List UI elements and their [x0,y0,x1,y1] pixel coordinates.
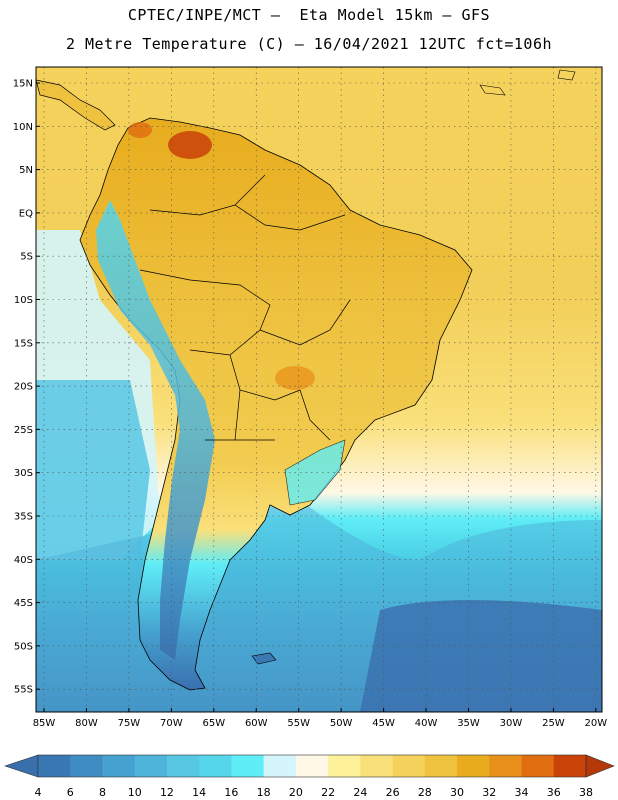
longitude-label: 60W [245,718,268,729]
colorbar-swatch [263,755,297,777]
colorbar-swatch [295,755,329,777]
longitude-label: 30W [500,718,523,729]
colorbar-label: 16 [224,786,238,799]
pacific-cold-band [36,380,150,560]
latitude-label: 15N [13,79,33,90]
colorbar-label: 24 [353,786,367,799]
colorbar-label: 22 [321,786,335,799]
colorbar-swatch [392,755,426,777]
colorbar-label: 20 [289,786,303,799]
colorbar-swatch [231,755,265,777]
colorbar-label: 14 [192,786,206,799]
latitude-label: 55S [14,685,33,696]
colorbar-swatch [360,755,393,777]
colorbar-swatch [166,755,200,777]
colorbar-label: 26 [386,786,400,799]
colorbar-legend: 4 6 8 10 12 14 16 18 20 22 24 26 28 30 32 34 36 38 [4,754,615,799]
colorbar-low-arrow [4,754,39,778]
colorbar-high-arrow [585,754,615,778]
latitude-label: 50S [14,641,33,652]
colorbar-swatch [38,755,71,777]
map-title-line-2: 2 Metre Temperature (C) – 16/04/2021 12U… [65,35,553,53]
longitude-label: 75W [118,718,141,729]
hot-spot-venezuela [168,131,212,159]
latitude-label: 10N [13,122,33,133]
map-title-line-1: CPTEC/INPE/MCT – Eta Model 15km – GFS [127,6,491,24]
andes-cold-spine [96,200,215,660]
colorbar-swatch [134,755,168,777]
latitude-label: 40S [14,555,33,566]
colorbar-label: 12 [160,786,174,799]
central-america-land [36,79,116,131]
latitude-label: 35S [14,512,33,523]
colorbar-label: 28 [418,786,432,799]
map-field [36,67,602,712]
latitude-label: 5N [19,165,33,176]
colorbar-swatch [457,755,490,777]
colorbar-label: 18 [257,786,271,799]
latitude-label: 45S [14,598,33,609]
longitude-label: 65W [202,718,225,729]
latitude-label: 15S [14,338,33,349]
longitude-axis: 85W 80W 75W 70W 65W 60W 55W 50W 45W 40W 35W 30W 25W 2… [33,708,608,729]
colorbar-label: 32 [482,786,496,799]
latitude-label: EQ [19,208,33,219]
colorbar-swatch [102,755,136,777]
longitude-label: 70W [160,718,183,729]
map-frame [35,66,603,713]
latitude-label: 20S [14,382,33,393]
caribbean-island [557,69,576,81]
colorbar-swatch [199,755,232,777]
latitude-label: 25S [14,425,33,436]
longitude-label: 20W [585,718,608,729]
colorbar-swatch [70,755,103,777]
latitude-label: 30S [14,468,33,479]
colorbar-swatch [553,755,587,777]
longitude-label: 50W [330,718,353,729]
colorbar-label: 8 [99,786,106,799]
colorbar-swatch [424,755,458,777]
longitude-label: 85W [33,718,56,729]
hot-spot-colombia [128,122,152,138]
colorbar-swatch [489,755,522,777]
latitude-label: 10S [14,295,33,306]
longitude-label: 80W [75,718,98,729]
colorbar-swatch [328,755,361,777]
latitude-label: 5S [20,252,33,263]
longitude-label: 25W [542,718,565,729]
southern-ocean-coldest [360,600,602,712]
country-borders [139,174,351,441]
uruguay-cool-patch [284,439,346,506]
caribbean-island [479,84,506,96]
colorbar-outline [37,754,587,778]
colorbar-label: 6 [67,786,74,799]
longitude-label: 55W [287,718,310,729]
colorbar-label: 34 [515,786,529,799]
longitude-label: 45W [372,718,395,729]
hot-spot-paraguay [275,366,315,390]
latitude-axis: 15N 10N 5N EQ 5S 10S 15S 20S 25S 30S 35S 40S 45S 50S 5… [13,79,40,696]
longitude-label: 40W [415,718,438,729]
colorbar-swatch [521,755,555,777]
colorbar-label: 36 [547,786,561,799]
colorbar-label: 30 [450,786,464,799]
colorbar-label: 38 [579,786,593,799]
colorbar-label: 4 [35,786,42,799]
longitude-label: 35W [457,718,480,729]
graticule [36,67,602,712]
colorbar-label: 10 [128,786,142,799]
